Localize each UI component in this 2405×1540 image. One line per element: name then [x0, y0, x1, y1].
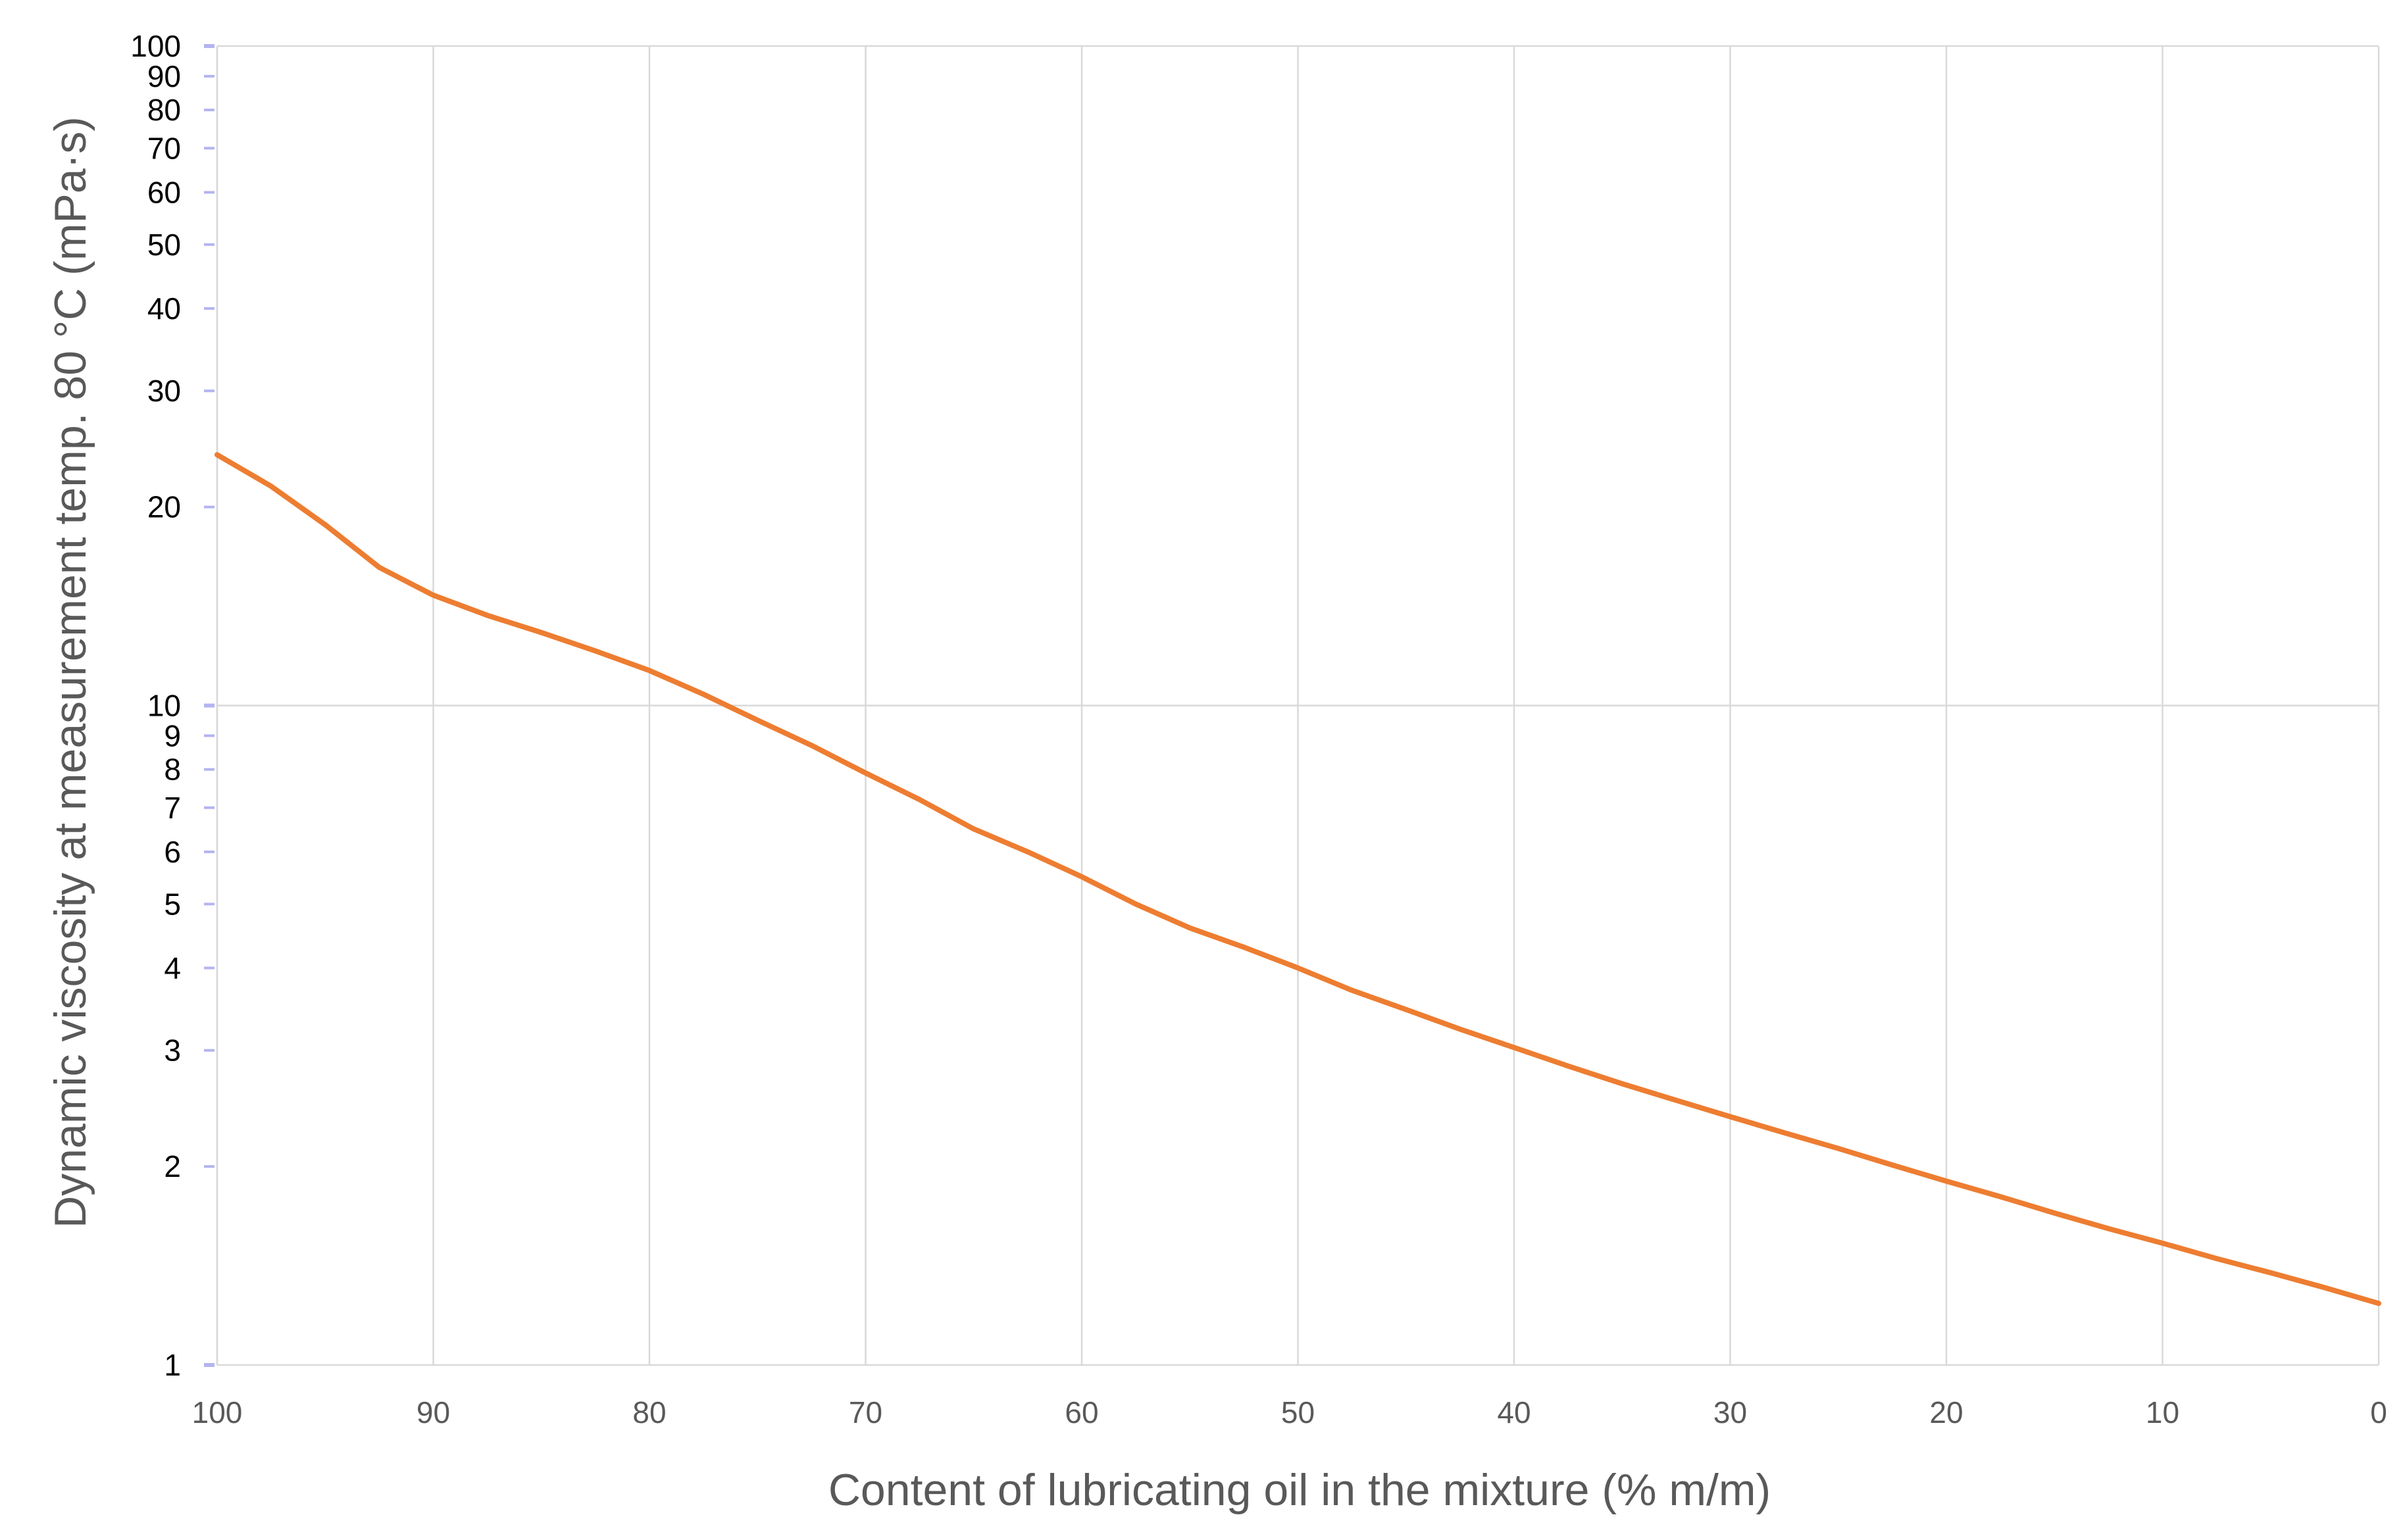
- y-tick-label: 5: [164, 887, 181, 921]
- y-axis-title: Dynamic viscosity at measurement temp. 8…: [45, 116, 95, 1228]
- x-tick-label: 40: [1497, 1395, 1531, 1429]
- y-tick-label: 8: [164, 753, 181, 787]
- x-tick-label: 0: [2370, 1395, 2387, 1429]
- y-tick-label: 50: [147, 228, 181, 262]
- grid: [216, 45, 2380, 1366]
- x-tick-label: 90: [417, 1395, 450, 1429]
- series-line: [215, 452, 2381, 1306]
- y-tick-label: 9: [164, 718, 181, 753]
- y-tick-label: 6: [164, 835, 181, 869]
- x-tick-label: 60: [1065, 1395, 1098, 1429]
- y-tick-label: 2: [164, 1149, 181, 1183]
- y-tick-label: 30: [147, 374, 181, 408]
- y-tick-label: 60: [147, 175, 181, 209]
- y-tick-label: 10: [147, 689, 181, 723]
- x-axis-title: Content of lubricating oil in the mixtur…: [828, 1465, 1771, 1515]
- y-tick-label: 7: [164, 791, 181, 825]
- y-tick-label: 40: [147, 291, 181, 326]
- x-tick-label: 20: [1929, 1395, 1963, 1429]
- y-tick-label: 4: [164, 951, 181, 985]
- x-tick-label: 30: [1713, 1395, 1747, 1429]
- axis-ticks: 100 90 80 70 60 50 40 30 20 10 0123456789102030405…: [130, 29, 2387, 1429]
- y-tick-label: 1: [164, 1348, 181, 1382]
- y-tick-label: 70: [147, 131, 181, 165]
- x-tick-label: 50: [1281, 1395, 1315, 1429]
- y-tick-label: 3: [164, 1033, 181, 1068]
- series: [215, 452, 2381, 1306]
- y-tick-label: 20: [147, 490, 181, 524]
- x-tick-label: 80: [632, 1395, 666, 1429]
- y-tick-label: 90: [147, 59, 181, 93]
- x-tick-label: 70: [849, 1395, 882, 1429]
- y-tick-label: 80: [147, 93, 181, 127]
- x-tick-label: 10: [2146, 1395, 2179, 1429]
- x-tick-label: 100: [192, 1395, 243, 1429]
- y-tick-label: 100: [130, 29, 181, 63]
